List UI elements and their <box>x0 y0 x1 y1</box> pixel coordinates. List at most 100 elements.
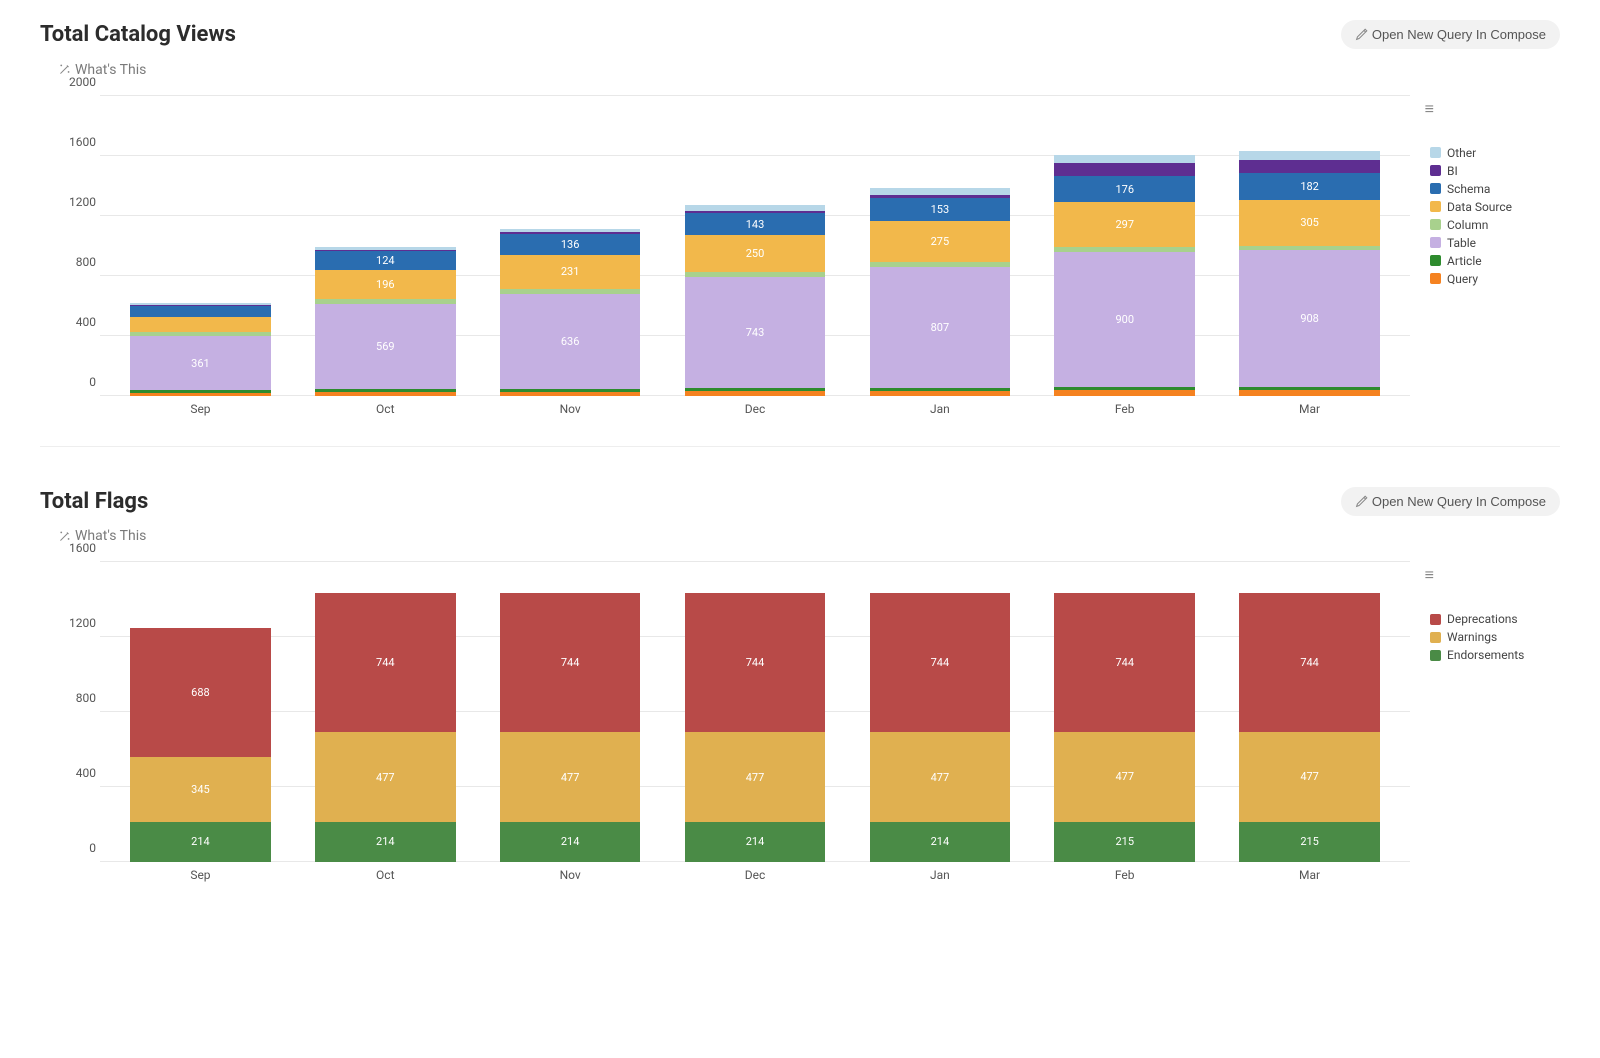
bar-segment[interactable]: 182 <box>1239 173 1379 200</box>
bar-segment[interactable] <box>315 247 455 250</box>
bar-segment[interactable]: 345 <box>130 757 270 822</box>
legend-item[interactable]: Table <box>1430 236 1560 250</box>
bar-segment[interactable] <box>130 317 270 331</box>
bar-segment[interactable] <box>500 232 640 234</box>
bar-segment[interactable] <box>870 388 1010 391</box>
bar-segment[interactable] <box>500 392 640 396</box>
bar-segment[interactable]: 305 <box>1239 200 1379 246</box>
bar-segment[interactable] <box>315 250 455 252</box>
bar-segment[interactable]: 215 <box>1054 822 1194 862</box>
stacked-bar[interactable]: 908305182 <box>1239 151 1379 395</box>
bar-segment[interactable] <box>1239 160 1379 173</box>
bar-segment[interactable]: 908 <box>1239 250 1379 386</box>
bar-segment[interactable] <box>1239 390 1379 395</box>
stacked-bar[interactable]: 743250143 <box>685 205 825 395</box>
bar-segment[interactable]: 297 <box>1054 202 1194 247</box>
legend-item[interactable]: Data Source <box>1430 200 1560 214</box>
chart-menu-icon[interactable]: ≡ <box>1419 562 1440 588</box>
bar-segment[interactable]: 214 <box>870 822 1010 862</box>
bar-segment[interactable] <box>685 391 825 395</box>
legend-item[interactable]: Warnings <box>1430 630 1560 644</box>
bar-segment[interactable] <box>130 303 270 305</box>
open-compose-button[interactable]: Open New Query In Compose <box>1341 487 1560 516</box>
stacked-bar[interactable]: 214477744 <box>870 593 1010 862</box>
bar-segment[interactable] <box>130 306 270 317</box>
bar-segment[interactable] <box>1054 155 1194 163</box>
bar-segment[interactable]: 477 <box>1054 732 1194 821</box>
bar-segment[interactable] <box>870 391 1010 396</box>
bar-segment[interactable] <box>1054 387 1194 391</box>
bar-segment[interactable]: 231 <box>500 255 640 290</box>
bar-segment[interactable]: 744 <box>870 593 1010 733</box>
bar-segment[interactable] <box>685 205 825 211</box>
bar-segment[interactable] <box>500 229 640 233</box>
bar-segment[interactable]: 124 <box>315 251 455 270</box>
stacked-bar[interactable]: 215477744 <box>1054 593 1194 862</box>
stacked-bar[interactable]: 215477744 <box>1239 593 1379 862</box>
bar-segment[interactable]: 807 <box>870 267 1010 388</box>
bar-segment[interactable]: 744 <box>1239 593 1379 733</box>
bar-segment[interactable]: 214 <box>315 822 455 862</box>
stacked-bar[interactable]: 900 297176 <box>1054 155 1194 395</box>
bar-segment[interactable] <box>130 390 270 392</box>
bar-segment[interactable]: 215 <box>1239 822 1379 862</box>
bar-segment[interactable] <box>315 389 455 392</box>
bar-segment[interactable] <box>870 195 1010 198</box>
bar-segment[interactable] <box>1054 390 1194 395</box>
bar-segment[interactable] <box>685 272 825 277</box>
bar-segment[interactable]: 214 <box>685 822 825 862</box>
bar-segment[interactable] <box>500 289 640 294</box>
bar-segment[interactable]: 214 <box>500 822 640 862</box>
bar-segment[interactable] <box>870 188 1010 195</box>
bar-segment[interactable] <box>130 305 270 307</box>
bar-segment[interactable]: 688 <box>130 628 270 757</box>
bar-segment[interactable]: 477 <box>500 732 640 821</box>
stacked-bar[interactable]: 214477744 <box>685 593 825 862</box>
bar-segment[interactable]: 361 <box>130 336 270 390</box>
bar-segment[interactable] <box>1054 163 1194 176</box>
bar-segment[interactable]: 636 <box>500 294 640 389</box>
bar-segment[interactable] <box>500 389 640 392</box>
bar-segment[interactable]: 250 <box>685 235 825 273</box>
stacked-bar[interactable]: 636 231136 <box>500 229 640 396</box>
bar-segment[interactable]: 477 <box>1239 732 1379 821</box>
bar-segment[interactable] <box>1054 247 1194 252</box>
bar-segment[interactable]: 900 <box>1054 252 1194 387</box>
bar-segment[interactable]: 569 <box>315 304 455 389</box>
bar-segment[interactable]: 136 <box>500 234 640 254</box>
stacked-bar[interactable]: 214477744 <box>500 593 640 862</box>
stacked-bar[interactable]: 569 196124 <box>315 247 455 396</box>
bar-segment[interactable] <box>685 388 825 391</box>
bar-segment[interactable]: 744 <box>1054 593 1194 733</box>
bar-segment[interactable] <box>315 299 455 304</box>
chart-menu-icon[interactable]: ≡ <box>1419 96 1440 122</box>
bar-segment[interactable]: 744 <box>500 593 640 733</box>
bar-segment[interactable]: 176 <box>1054 176 1194 202</box>
bar-segment[interactable] <box>1239 387 1379 391</box>
bar-segment[interactable]: 744 <box>315 593 455 733</box>
bar-segment[interactable] <box>1239 151 1379 160</box>
bar-segment[interactable] <box>130 393 270 396</box>
bar-segment[interactable]: 477 <box>870 732 1010 821</box>
bar-segment[interactable]: 743 <box>685 277 825 388</box>
legend-item[interactable]: BI <box>1430 164 1560 178</box>
legend-item[interactable]: Schema <box>1430 182 1560 196</box>
legend-item[interactable]: Article <box>1430 254 1560 268</box>
bar-segment[interactable]: 153 <box>870 198 1010 221</box>
stacked-bar[interactable]: 807 275153 <box>870 188 1010 395</box>
legend-item[interactable]: Endorsements <box>1430 648 1560 662</box>
legend-item[interactable]: Deprecations <box>1430 612 1560 626</box>
open-compose-button[interactable]: Open New Query In Compose <box>1341 20 1560 49</box>
bar-segment[interactable] <box>315 392 455 396</box>
bar-segment[interactable]: 477 <box>315 732 455 821</box>
bar-segment[interactable] <box>685 211 825 213</box>
bar-segment[interactable]: 477 <box>685 732 825 821</box>
bar-segment[interactable]: 275 <box>870 221 1010 262</box>
bar-segment[interactable] <box>1239 246 1379 251</box>
legend-item[interactable]: Other <box>1430 146 1560 160</box>
bar-segment[interactable]: 196 <box>315 270 455 299</box>
legend-item[interactable]: Query <box>1430 272 1560 286</box>
stacked-bar[interactable]: 214477744 <box>315 593 455 862</box>
stacked-bar[interactable]: 361 <box>130 303 270 396</box>
stacked-bar[interactable]: 214345688 <box>130 628 270 862</box>
